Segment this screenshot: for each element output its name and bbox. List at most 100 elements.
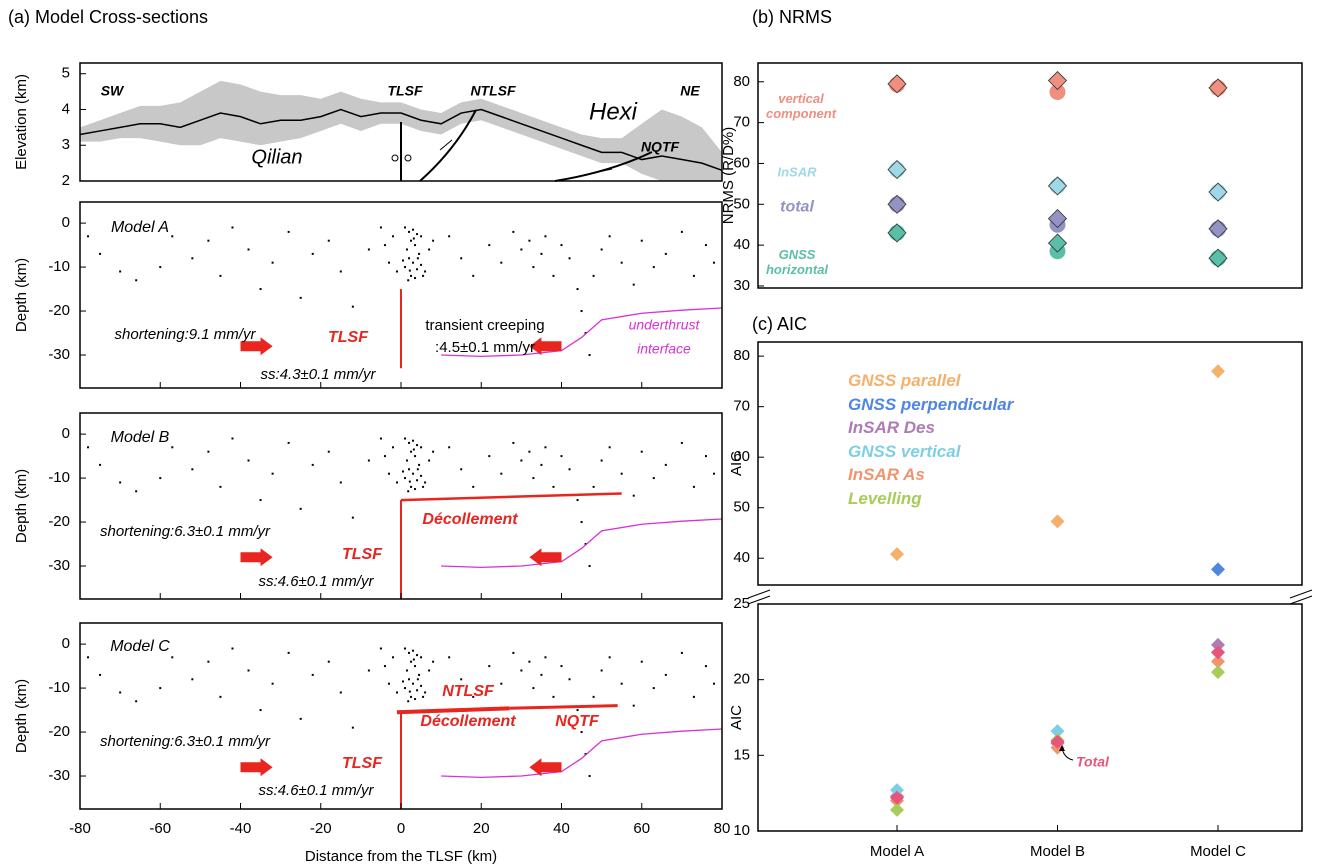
earthquake: [552, 274, 555, 277]
earthquake: [632, 494, 635, 497]
earthquake: [488, 665, 491, 668]
earthquake: [652, 266, 655, 269]
earthquake: [420, 474, 423, 477]
x-tick-label: 40: [553, 820, 570, 837]
earthquake: [412, 649, 415, 652]
series-label: total: [780, 198, 814, 216]
x-tick-label: -80: [69, 820, 91, 837]
earthquake: [500, 682, 503, 685]
earthquake: [406, 248, 409, 251]
earthquake: [271, 682, 274, 685]
earthquake: [119, 481, 122, 484]
aic-marker: [890, 783, 904, 798]
earthquake: [135, 490, 138, 493]
earthquake: [339, 481, 342, 484]
annotation: shortening:6.3±0.1 mm/yr: [100, 523, 271, 540]
earthquake: [704, 455, 707, 458]
annotation: SW: [101, 83, 125, 99]
earthquake: [379, 437, 382, 440]
earthquake: [460, 468, 463, 471]
earthquake: [600, 459, 603, 462]
earthquake: [231, 226, 234, 229]
y-tick-label: 5: [62, 65, 70, 82]
nrms-diamond: [1208, 248, 1228, 268]
earthquake: [327, 450, 330, 453]
y-tick-label: 80: [733, 347, 750, 364]
aic-marker: [1211, 562, 1225, 577]
y-tick-label: 70: [733, 398, 750, 415]
earthquake: [387, 682, 390, 685]
earthquake: [259, 288, 262, 291]
earthquake: [580, 310, 583, 313]
earthquake: [402, 470, 405, 473]
annotation: Hexi: [589, 98, 638, 125]
earthquake: [414, 244, 417, 247]
earthquake: [584, 332, 587, 335]
x-tick-label: -60: [149, 820, 171, 837]
earthquake: [632, 283, 635, 286]
x-tick-label: 0: [397, 820, 405, 837]
earthquake: [424, 691, 427, 694]
earthquake: [287, 230, 290, 233]
break-mark: [1289, 595, 1313, 605]
nrms-diamond: [1208, 78, 1228, 98]
annotation: shortening:9.1 mm/yr: [115, 326, 257, 343]
earthquake: [231, 437, 234, 440]
earthquake: [692, 485, 695, 488]
earthquake: [424, 481, 427, 484]
earthquake: [351, 305, 354, 308]
earthquake: [383, 244, 386, 247]
earthquake: [271, 261, 274, 264]
earthquake: [500, 472, 503, 475]
y-tick-label: -10: [48, 469, 70, 486]
earthquake: [287, 651, 290, 654]
earthquake: [395, 481, 398, 484]
earthquake: [412, 472, 415, 475]
x-tick-label: -40: [230, 820, 252, 837]
y-tick-label: 15: [733, 746, 750, 763]
earthquake: [412, 439, 415, 442]
earthquake: [414, 455, 417, 458]
earthquake: [171, 446, 174, 449]
earthquake: [339, 270, 342, 273]
annotation: NE: [680, 83, 700, 99]
earthquake: [99, 463, 102, 466]
break-mark: [747, 589, 771, 599]
earthquake: [416, 233, 419, 236]
earthquake: [584, 543, 587, 546]
x-axis-label: Distance from the TLSF (km): [305, 848, 497, 865]
earthquake: [488, 455, 491, 458]
earthquake: [410, 485, 413, 488]
annotation: Décollement: [420, 713, 516, 730]
earthquake: [407, 490, 410, 493]
earthquake: [259, 499, 262, 502]
earthquake: [408, 480, 411, 483]
y-tick-label: -30: [48, 557, 70, 574]
y-tick-label: -10: [48, 679, 70, 696]
earthquake: [416, 479, 419, 482]
panel-title: (a) Model Cross-sections: [8, 7, 208, 27]
y-axis-label: AIC: [728, 451, 745, 476]
underthrust-interface: [441, 307, 723, 357]
earthquake: [408, 651, 411, 654]
y-tick-label: 50: [733, 195, 750, 212]
annotation: ss:4.6±0.1 mm/yr: [259, 573, 375, 590]
earthquake: [416, 444, 419, 447]
earthquake: [402, 680, 405, 683]
earthquake: [592, 274, 595, 277]
y-axis-label: NRMS (R/D%): [720, 127, 737, 225]
y-tick-label: 60: [733, 448, 750, 465]
earthquake: [135, 279, 138, 282]
earthquake: [383, 455, 386, 458]
earthquake: [414, 698, 417, 701]
y-axis-label: Depth (km): [13, 258, 30, 332]
earthquake: [552, 695, 555, 698]
earthquake: [412, 682, 415, 685]
earthquake: [680, 441, 683, 444]
fault-sketch: [554, 151, 653, 182]
aic-marker: [1050, 724, 1065, 739]
y-tick-label: -20: [48, 302, 70, 319]
earthquake: [520, 459, 523, 462]
earthquake: [207, 239, 210, 242]
shortening-arrow: [529, 337, 562, 356]
